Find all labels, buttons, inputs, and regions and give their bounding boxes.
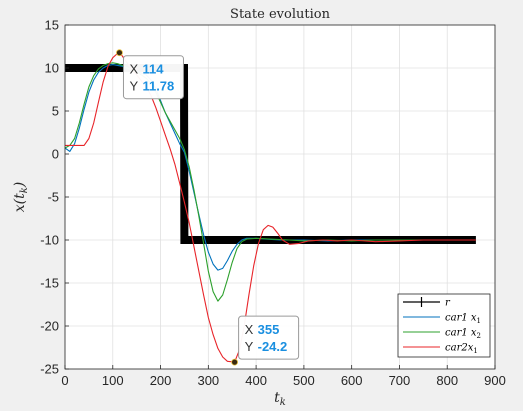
y-tick-label: -10 <box>40 233 59 248</box>
x-tick-label: 900 <box>484 373 506 388</box>
x-axis-label-sub: k <box>280 397 286 408</box>
y-axis-label-base: x(t <box>12 193 28 212</box>
datatip-x-value: 355 <box>258 322 280 337</box>
datatip-x-label: X <box>245 322 254 337</box>
datatip-x-value: 114 <box>142 62 164 77</box>
datatip-y-value: -24.2 <box>258 339 288 354</box>
x-tick-label: 800 <box>436 373 458 388</box>
y-tick-label: -5 <box>47 190 59 205</box>
y-tick-labels: 15 10 5 0 -5 -10 -15 -20 -25 <box>40 18 59 377</box>
x-tick-label: 200 <box>150 373 172 388</box>
x-axis-label: tk <box>274 390 286 408</box>
x-tick-label: 400 <box>245 373 267 388</box>
x-axis-label-base: t <box>274 390 280 406</box>
datatip-box <box>238 315 300 360</box>
legend-entry-base: car1 x <box>445 328 477 339</box>
y-tick-label: 10 <box>45 61 59 76</box>
legend-entry-1: car1 x1 <box>445 313 481 326</box>
x-tick-label: 0 <box>61 373 68 388</box>
y-tick-label: -20 <box>40 319 59 334</box>
y-tick-label: 15 <box>45 18 59 33</box>
series-line-2 <box>64 62 476 302</box>
y-tick-label: 0 <box>52 147 59 162</box>
datatips: X 114 Y 11.78 X 355 Y -24.2 <box>116 49 300 366</box>
datatip-y-label: Y <box>245 339 254 354</box>
datatip-marker <box>231 358 239 366</box>
legend-entry-0: r <box>445 298 451 309</box>
y-tick-label: -25 <box>40 362 59 377</box>
datatip-marker <box>116 49 123 57</box>
x-tick-label: 300 <box>197 373 219 388</box>
legend-entry-base: car1 x <box>445 313 477 324</box>
x-tick-label: 600 <box>341 373 363 388</box>
y-axis-label: x(tk) <box>12 182 30 213</box>
legend-entry-subscript: 1 <box>477 317 481 325</box>
y-axis-label-close: ) <box>12 182 28 188</box>
x-tick-label: 500 <box>293 373 315 388</box>
y-tick-label: 5 <box>52 104 59 119</box>
datatip-1: X 355 Y -24.2 <box>231 315 300 366</box>
legend-entry-2: car1 x2 <box>445 328 481 341</box>
datatip-0: X 114 Y 11.78 <box>116 49 184 100</box>
y-tick-label: -15 <box>40 276 59 291</box>
x-tick-label: 700 <box>389 373 411 388</box>
legend-entry-base: r <box>445 298 451 309</box>
x-tick-label: 100 <box>102 373 124 388</box>
datatip-x-label: X <box>129 62 138 77</box>
legend-entry-subscript: 2 <box>477 332 481 340</box>
legend-entry-3: car2x1 <box>445 343 478 356</box>
datatip-y-label: Y <box>129 79 138 94</box>
legend-entry-subscript: 1 <box>473 347 477 355</box>
legend-entry-base: car2x <box>445 343 474 354</box>
chart-title: State evolution <box>230 7 331 22</box>
ticks <box>64 24 496 370</box>
y-axis-label-sub: k <box>19 187 30 193</box>
x-tick-labels: 0 100 200 300 400 500 600 700 800 900 <box>61 373 505 388</box>
datatip-y-value: 11.78 <box>142 79 174 94</box>
datatip-box <box>122 55 184 100</box>
